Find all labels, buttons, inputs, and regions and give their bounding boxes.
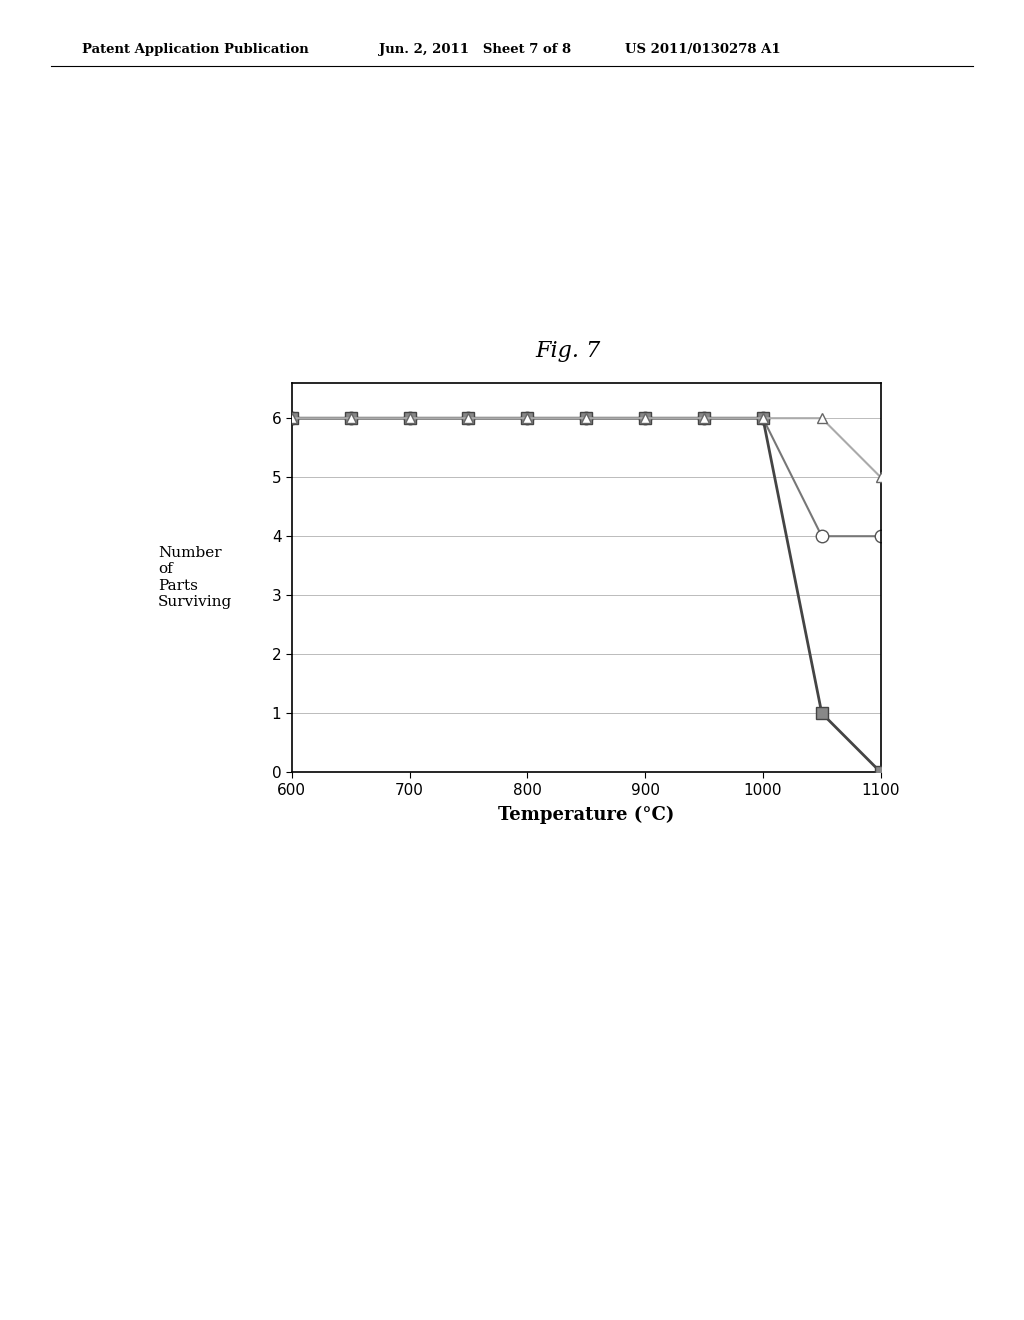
Text: US 2011/0130278 A1: US 2011/0130278 A1 <box>625 42 780 55</box>
Text: Patent Application Publication: Patent Application Publication <box>82 42 308 55</box>
Text: Jun. 2, 2011   Sheet 7 of 8: Jun. 2, 2011 Sheet 7 of 8 <box>379 42 571 55</box>
Text: Fig. 7: Fig. 7 <box>536 339 601 362</box>
Y-axis label: Number
of
Parts
Surviving: Number of Parts Surviving <box>158 546 232 609</box>
X-axis label: Temperature (°C): Temperature (°C) <box>498 807 675 824</box>
